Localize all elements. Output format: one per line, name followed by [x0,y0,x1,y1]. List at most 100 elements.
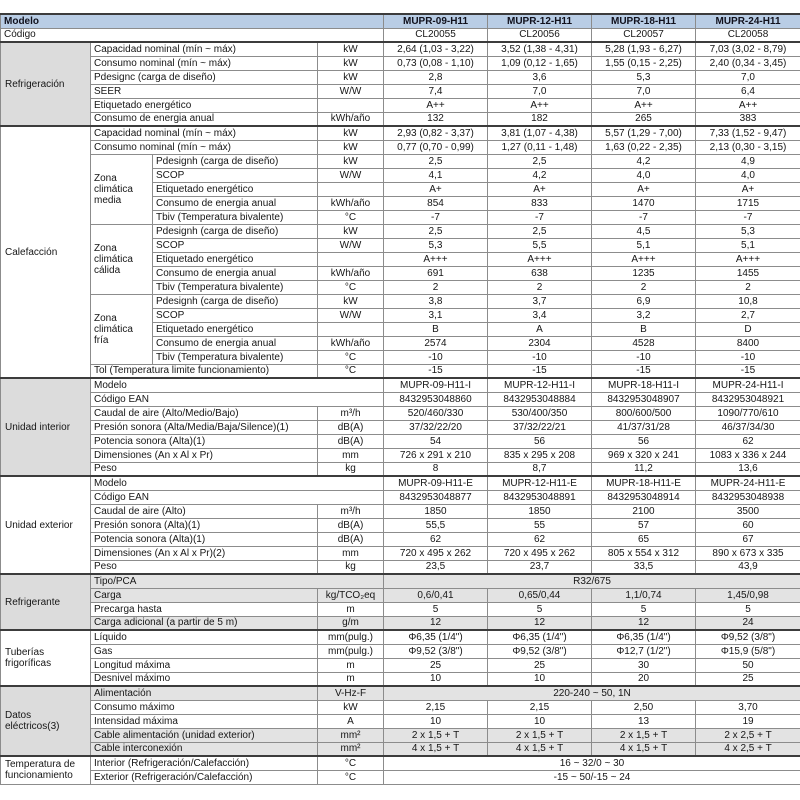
spec-row-label: Líquido [90,629,318,645]
spec-value: 8432953048860 [383,391,488,407]
spec-row: Tol (Temperatura limite funcionamiento) °… [1,363,800,379]
codigo-value: CL20056 [487,27,592,43]
spec-value: A++ [591,97,696,113]
spec-row-label: Potencia sonora (Alta)(1) [90,531,318,547]
spec-value: 4,2 [487,167,592,183]
spec-value: Φ6,35 (1/4") [591,629,696,645]
unit-cell: m³/h [317,405,384,421]
spec-row-label: Tol (Temperatura limite funcionamiento) [90,363,318,379]
spec-row-label: Modelo [90,475,384,491]
spec-row: Etiquetado energético A+++ A+++ A+++ A+++ [1,251,800,267]
spec-row-label: Código EAN [90,489,384,505]
spec-value: MUPR-09-H11-I [383,377,488,393]
spec-value: 2 x 2,5 + T [695,727,800,743]
unit-cell: kW [317,139,384,155]
unit-cell: W/W [317,167,384,183]
spec-value: 969 x 320 x 241 [591,447,696,463]
unit-cell: kg [317,559,384,575]
spec-value: 25 [695,671,800,687]
spec-value: 2 x 1,5 + T [591,727,696,743]
spec-value: 0,73 (0,08 - 1,10) [383,55,488,71]
section-body: Temperatura de funcionamiento Interior (R… [0,755,800,785]
spec-value: A [487,321,592,337]
spec-value: MUPR-24-H11-I [695,377,800,393]
spec-value: -7 [487,209,592,225]
spec-value: 383 [695,111,800,127]
spec-value: 11,2 [591,461,696,477]
spec-row-label: Tbiv (Temperatura bivalente) [152,279,318,295]
spec-value: 10 [487,713,592,729]
section-label: Unidad exterior [0,475,91,575]
codigo-value: CL20058 [695,27,800,43]
spec-value: 4,1 [383,167,488,183]
unit-cell: kW [317,55,384,71]
spec-value: 5,1 [591,237,696,253]
spec-value: 726 x 291 x 210 [383,447,488,463]
spec-value: 43,9 [695,559,800,575]
spec-row: Consumo de energia anual kWh/año 132 182 265… [1,111,800,127]
spec-value: 10 [487,671,592,687]
spec-value: 2,5 [383,223,488,239]
spec-value: 4 x 2,5 + T [695,741,800,757]
spec-value: MUPR-09-H11-E [383,475,488,491]
unit-cell: mm [317,545,384,561]
spec-row: Potencia sonora (Alta)(1) dB(A) 62 62 65 67 [1,531,800,547]
spec-value: B [383,321,488,337]
spec-row: Pdesignc (carga de diseño) kW 2,8 3,6 5,3 7,0 [1,69,800,85]
section-label: Datos eléctricos(3) [0,685,91,757]
spec-value: 5,3 [695,223,800,239]
spec-value: 56 [487,433,592,449]
spec-value: 20 [591,671,696,687]
spec-value: MUPR-24-H11-E [695,475,800,491]
spec-row: Tuberías frigoríficas Líquido mm(pulg.) Φ6,… [0,629,800,687]
spec-value: A++ [383,97,488,113]
spec-value: MUPR-18-H11-E [591,475,696,491]
spec-value: 41/37/31/28 [591,419,696,435]
spec-value: 132 [383,111,488,127]
unit-cell [317,97,384,113]
spec-row-label: Etiquetado energético [152,251,318,267]
spec-row: Dimensiones (An x Al x Pr) mm 726 x 291 x … [1,447,800,463]
spec-row-label: Interior (Refrigeración/Calefacción) [90,755,318,771]
spec-value: 1,55 (0,15 - 2,25) [591,55,696,71]
spec-table: Modelo MUPR-09-H11 MUPR-12-H11 MUPR-18-H… [0,13,800,785]
spec-value: 520/460/330 [383,405,488,421]
spec-row-label: Caudal de aire (Alto) [90,503,318,519]
spec-value: 7,33 (1,52 - 9,47) [695,125,800,141]
section-label: Refrigeración [0,41,91,127]
spec-row-label: Dimensiones (An x Al x Pr) [90,447,318,463]
spec-value: 1715 [695,195,800,211]
spec-value: 12 [487,615,592,631]
spec-value: 800/600/500 [591,405,696,421]
spec-value: 4,2 [591,153,696,169]
unit-cell: kW [317,223,384,239]
spec-value: 2,5 [383,153,488,169]
spec-value: A+++ [591,251,696,267]
section-label: Refrigerante [0,573,91,631]
spec-row-label: Capacidad nominal (mín ~ máx) [90,41,318,57]
unit-cell: W/W [317,83,384,99]
spec-row-label: Carga [90,587,318,603]
spec-row-label: Peso [90,559,318,575]
spec-value: 2304 [487,335,592,351]
section-label: Temperatura de funcionamiento [0,755,91,785]
spec-value: 5 [591,601,696,617]
unit-cell: mm² [317,741,384,757]
spec-value: 3,8 [383,293,488,309]
spec-value: 3,7 [487,293,592,309]
spec-value: 2 x 1,5 + T [487,727,592,743]
unit-cell: kWh/año [317,111,384,127]
spec-value: 3,1 [383,307,488,323]
unit-cell: mm [317,447,384,463]
spec-row-label: Modelo [90,377,384,393]
spec-row-label: Gas [90,643,318,659]
unit-cell: kWh/año [317,195,384,211]
spec-value: 2,8 [383,69,488,85]
zona-label: Zona climática media [90,153,153,225]
spec-row-label: Consumo de energia anual [152,195,318,211]
spec-value: 7,03 (3,02 - 8,79) [695,41,800,57]
spec-value: 720 x 495 x 262 [383,545,488,561]
spec-value: 2,40 (0,34 - 3,45) [695,55,800,71]
spec-row-label: Consumo máximo [90,699,318,715]
spec-value: 3,2 [591,307,696,323]
